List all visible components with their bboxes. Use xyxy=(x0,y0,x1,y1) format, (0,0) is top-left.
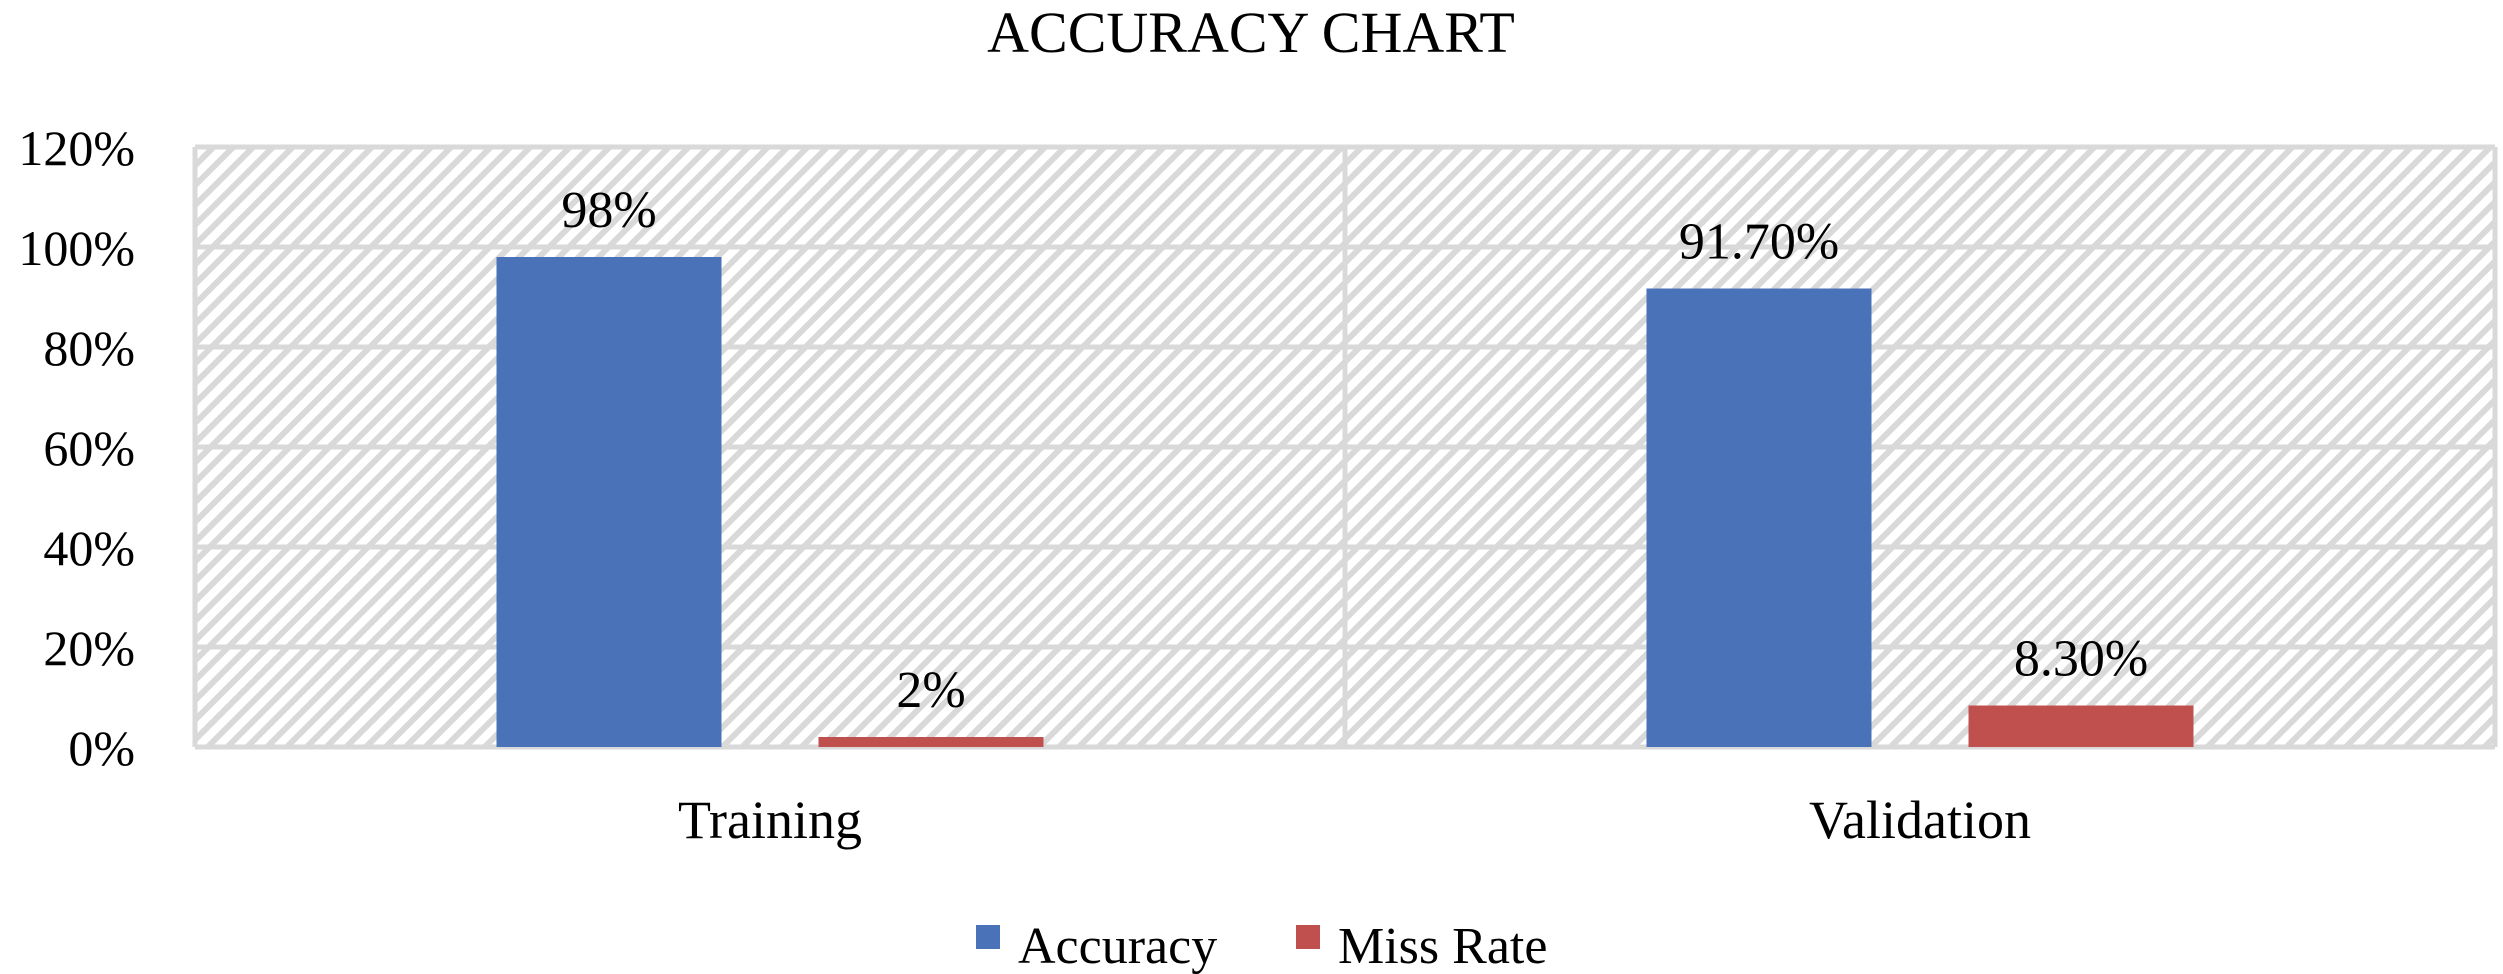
legend-label-miss-rate: Miss Rate xyxy=(1338,918,1547,974)
bars xyxy=(496,257,2194,747)
data-labels: 98% 2% 91.70% 8.30% xyxy=(561,182,2148,719)
bar-accuracy-validation xyxy=(1646,288,1872,747)
x-axis-category-labels: Training Validation xyxy=(678,790,2031,850)
legend-label-accuracy: Accuracy xyxy=(1018,918,1217,974)
y-tick-label-120: 120% xyxy=(18,120,135,176)
y-tick-label-0: 0% xyxy=(68,720,135,776)
bar-miss-rate-training xyxy=(818,737,1044,747)
y-tick-label-20: 20% xyxy=(43,620,135,676)
legend-swatch-accuracy xyxy=(976,925,1000,949)
legend: Accuracy Miss Rate xyxy=(976,918,1547,974)
bar-miss-rate-validation xyxy=(1968,705,2194,747)
data-label-miss-rate-training: 2% xyxy=(896,662,965,719)
y-tick-label-80: 80% xyxy=(43,320,135,376)
y-tick-label-100: 100% xyxy=(18,220,135,276)
data-label-miss-rate-validation: 8.30% xyxy=(2014,631,2148,688)
legend-swatch-miss-rate xyxy=(1296,925,1320,949)
y-tick-label-40: 40% xyxy=(43,520,135,576)
data-label-accuracy-training: 98% xyxy=(561,182,656,239)
bar-accuracy-training xyxy=(496,257,722,747)
x-tick-label-training: Training xyxy=(678,790,862,850)
y-tick-label-60: 60% xyxy=(43,420,135,476)
x-tick-label-validation: Validation xyxy=(1809,790,2031,850)
data-label-accuracy-validation: 91.70% xyxy=(1679,214,1839,271)
chart-title: ACCURACY CHART xyxy=(987,0,1515,65)
y-axis-tick-labels: 0% 20% 40% 60% 80% 100% 120% xyxy=(18,120,135,776)
